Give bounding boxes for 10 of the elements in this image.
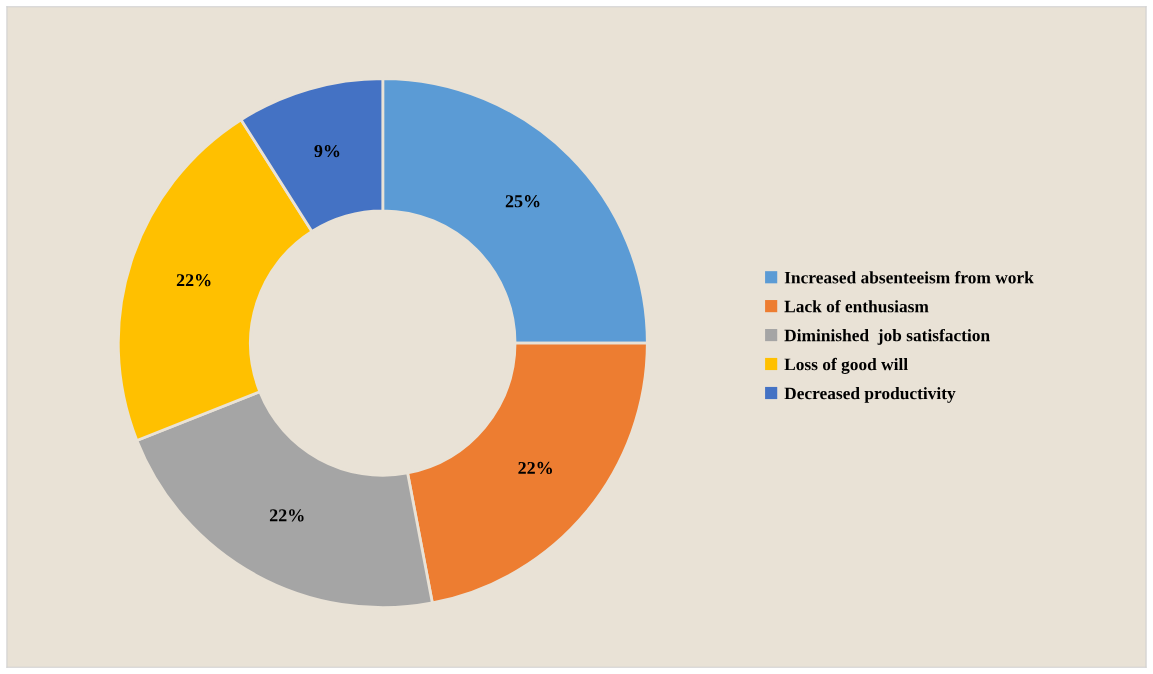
data-label: 9% — [314, 144, 340, 158]
legend-label: Loss of good will — [784, 357, 908, 374]
data-label: 22% — [176, 274, 211, 287]
data-label: 22% — [269, 509, 304, 522]
legend-label: Lack of enthusiasm — [784, 299, 929, 313]
data-label: 25% — [505, 195, 540, 208]
legend-label: Diminished job satisfaction — [784, 328, 990, 345]
legend-label: Decreased productivity — [784, 387, 956, 403]
data-label: 22% — [518, 461, 553, 475]
legend-label: Increased absenteeism from work — [784, 271, 1034, 284]
